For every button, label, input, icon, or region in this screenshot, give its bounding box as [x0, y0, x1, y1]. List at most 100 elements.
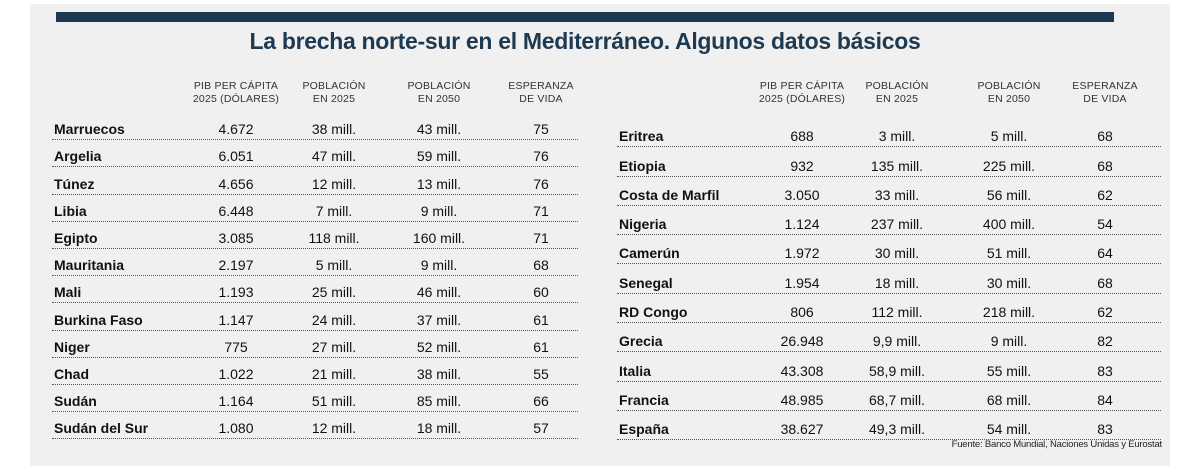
country-name: Marruecos [54, 121, 125, 138]
value-cell-pop2025: 5 mill. [315, 257, 353, 274]
value-cell-pop2025: 68,7 mill. [868, 391, 926, 408]
value-cell-pop2050: 30 mill. [986, 274, 1032, 291]
value-cell-pop2050: 54 mill. [986, 421, 1032, 438]
value-cell-life: 66 [533, 393, 549, 410]
right-table-headers: PIB PER CÁPITA 2025 (DÓLARES) POBLACIÓN EN … [617, 80, 1161, 118]
value-cell-pib: 48.985 [780, 391, 824, 408]
column-header-line: ESPERANZA [1072, 80, 1138, 92]
value-cell-life: 68 [1097, 128, 1113, 145]
value-cell-pib: 1.164 [218, 393, 254, 410]
value-cell-life: 71 [533, 202, 549, 219]
value-cell-pop2025: 7 mill. [315, 202, 353, 219]
table-row: Camerún 1.972 30 mill. 51 mill. 64 [617, 235, 1161, 265]
column-header: PIB PER CÁPITA 2025 (DÓLARES) [742, 80, 862, 106]
value-cell-pop2025: 135 mill. [870, 157, 924, 174]
value-cell-pib: 1.972 [784, 245, 820, 262]
country-name: Nigeria [619, 216, 667, 233]
table-row: Egipto 3.085 118 mill. 160 mill. 71 [52, 222, 578, 249]
value-cell-pop2050: 400 mill. [982, 216, 1036, 233]
value-cell-pib: 1.193 [218, 284, 254, 301]
country-name: Chad [54, 365, 89, 382]
value-cell-life: 83 [1097, 421, 1113, 438]
column-header: ESPERANZA DE VIDA [481, 80, 601, 106]
table-row: Burkina Faso 1.147 24 mill. 37 mill. 61 [52, 303, 578, 331]
value-cell-pib: 932 [790, 157, 814, 174]
table-row: España 38.627 49,3 mill. 54 mill. 83 [617, 411, 1161, 441]
value-cell-pop2050: 13 mill. [416, 175, 462, 192]
left-data-table: PIB PER CÁPITA 2025 (DÓLARES) POBLACIÓN EN … [52, 80, 578, 440]
table-row: Argelia 6.051 47 mill. 59 mill. 76 [52, 140, 578, 168]
column-header-line: EN 2025 [875, 93, 919, 105]
column-header: POBLACIÓN EN 2025 [274, 80, 394, 106]
table-row: Nigeria 1.124 237 mill. 400 mill. 54 [617, 206, 1161, 236]
country-name: Costa de Marfil [619, 186, 720, 203]
value-cell-life: 68 [533, 257, 549, 274]
column-header-line: DE VIDA [1083, 93, 1127, 105]
value-cell-pop2050: 52 mill. [416, 338, 462, 355]
table-row: Grecia 26.948 9,9 mill. 9 mill. 82 [617, 323, 1161, 353]
value-cell-life: 57 [533, 420, 549, 437]
value-cell-pop2025: 33 mill. [874, 186, 920, 203]
value-cell-pop2025: 49,3 mill. [868, 421, 926, 438]
value-cell-pop2025: 9,9 mill. [872, 333, 922, 350]
value-cell-life: 64 [1097, 245, 1113, 262]
value-cell-pop2050: 55 mill. [986, 362, 1032, 379]
value-cell-pib: 6.448 [218, 202, 254, 219]
value-cell-pib: 3.050 [784, 186, 820, 203]
value-cell-pop2050: 18 mill. [416, 420, 462, 437]
table-row: Sudán 1.164 51 mill. 85 mill. 66 [52, 385, 578, 413]
value-cell-pib: 6.051 [218, 148, 254, 165]
country-name: Argelia [54, 148, 102, 165]
table-row: Mauritania 2.197 5 mill. 9 mill. 68 [52, 249, 578, 277]
value-cell-pop2025: 118 mill. [308, 229, 360, 246]
value-cell-pop2025: 12 mill. [311, 175, 357, 192]
country-name: Italia [619, 362, 651, 379]
value-cell-life: 62 [1097, 304, 1113, 321]
column-header-line: EN 2050 [417, 93, 461, 105]
value-cell-pib: 1.124 [784, 216, 820, 233]
value-cell-life: 54 [1097, 216, 1113, 233]
value-cell-life: 83 [1097, 362, 1113, 379]
value-cell-life: 68 [1097, 157, 1113, 174]
column-header: POBLACIÓN EN 2050 [949, 80, 1069, 106]
source-note: Fuente: Banco Mundial, Naciones Unidas y… [951, 439, 1163, 450]
value-cell-pib: 2.197 [218, 257, 254, 274]
value-cell-pop2050: 43 mill. [416, 121, 462, 138]
value-cell-pop2050: 225 mill. [982, 157, 1036, 174]
right-data-table: PIB PER CÁPITA 2025 (DÓLARES) POBLACIÓN EN … [617, 80, 1161, 441]
value-cell-life: 61 [533, 338, 549, 355]
value-cell-pib: 1.080 [218, 420, 254, 437]
table-row: Chad 1.022 21 mill. 38 mill. 55 [52, 358, 578, 385]
value-cell-pop2050: 218 mill. [982, 304, 1036, 321]
country-name: Libia [54, 202, 87, 219]
value-cell-pop2050: 9 mill. [990, 333, 1028, 350]
value-cell-life: 61 [533, 311, 549, 328]
country-name: Mauritania [54, 257, 125, 274]
column-header: PIB PER CÁPITA 2025 (DÓLARES) [176, 80, 296, 106]
value-cell-pop2050: 5 mill. [990, 128, 1028, 145]
value-cell-pib: 43.308 [780, 362, 824, 379]
country-name: Burkina Faso [54, 311, 143, 328]
table-row: Francia 48.985 68,7 mill. 68 mill. 84 [617, 382, 1161, 411]
country-name: Francia [619, 391, 669, 408]
value-cell-pib: 1.022 [218, 365, 254, 382]
table-row: Sudán del Sur 1.080 12 mill. 18 mill. 57 [52, 412, 578, 440]
value-cell-pop2025: 58,9 mill. [868, 362, 926, 379]
table-row: Niger 775 27 mill. 52 mill. 61 [52, 331, 578, 358]
value-cell-pop2050: 9 mill. [420, 202, 458, 219]
value-cell-pop2025: 12 mill. [311, 420, 357, 437]
table-row: Libia 6.448 7 mill. 9 mill. 71 [52, 195, 578, 222]
column-header: ESPERANZA DE VIDA [1045, 80, 1165, 106]
country-name: Mali [54, 284, 82, 301]
value-cell-pop2025: 237 mill. [870, 216, 924, 233]
table-row: Senegal 1.954 18 mill. 30 mill. 68 [617, 264, 1161, 294]
country-name: Etiopia [619, 157, 666, 174]
value-cell-pop2050: 9 mill. [420, 257, 458, 274]
value-cell-pib: 4.672 [218, 121, 254, 138]
value-cell-pop2025: 25 mill. [311, 284, 357, 301]
column-header-line: 2025 (DÓLARES) [758, 93, 846, 105]
column-header-line: ESPERANZA [508, 80, 574, 92]
column-header: POBLACIÓN EN 2050 [379, 80, 499, 106]
value-cell-pib: 38.627 [780, 421, 824, 438]
value-cell-life: 62 [1097, 186, 1113, 203]
